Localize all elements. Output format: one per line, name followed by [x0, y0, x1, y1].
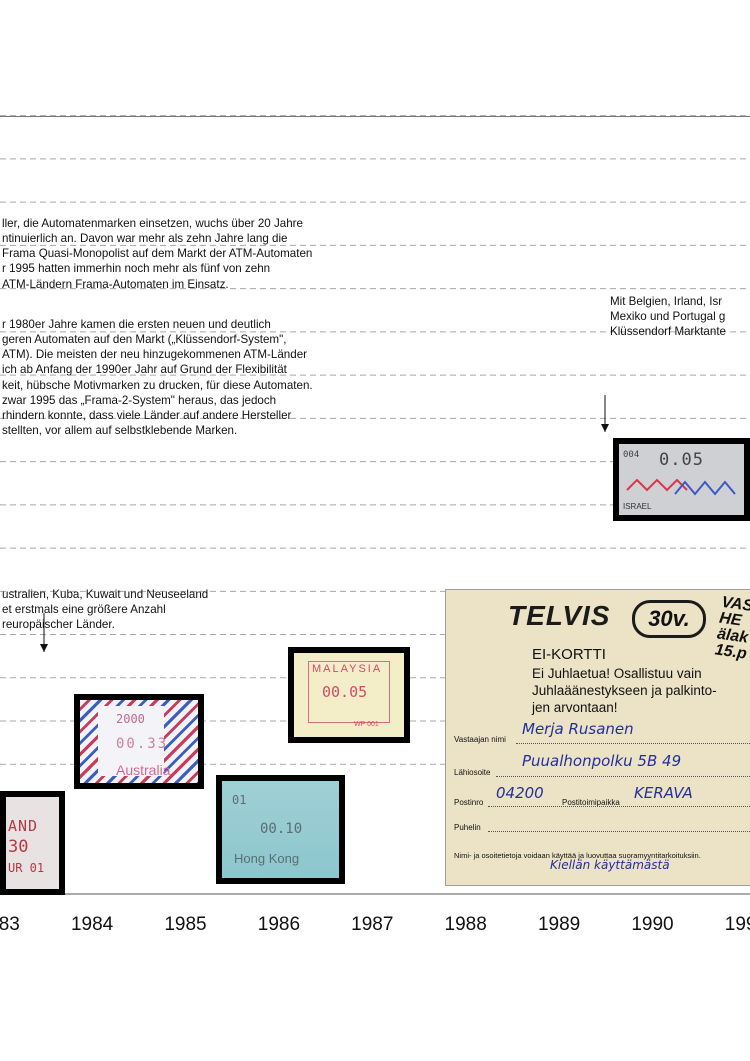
stamp-australia: 2000 00.33 Australia [74, 694, 204, 789]
card-corner-stamp: VAS HE älak 15.p [713, 593, 750, 663]
annotation-belgium: Mit Belgien, Irland, Isr Mexiko und Portu… [610, 295, 726, 339]
card-title: EI-KORTTI [532, 646, 606, 663]
card-badge: 30v. [632, 600, 706, 638]
x-tick-label: 1984 [71, 914, 114, 935]
x-tick-label: 1985 [164, 914, 206, 935]
x-tick-label: 1991 [725, 914, 750, 935]
x-tick-label: 1990 [631, 914, 673, 935]
x-tick-label: 1988 [445, 914, 487, 935]
x-tick-label: 1989 [538, 914, 580, 935]
x-tick-label: 1983 [0, 914, 20, 935]
annotation-middle: r 1980er Jahre kamen die ersten neuen un… [2, 318, 313, 437]
telvis-card: TELVIS 30v. VAS HE älak 15.p EI-KORTTI E… [445, 589, 750, 886]
annotation-arrowhead [601, 424, 609, 432]
x-tick-label: 1987 [351, 914, 393, 935]
top-rule [0, 116, 750, 117]
stamp-hongkong: 01 00.10 Hong Kong [216, 775, 345, 884]
stamp-finland: AND 30 UR 01 [0, 791, 65, 895]
stamp-israel: 004 0.05 ISRAEL [613, 438, 750, 521]
annotation-australia: ustralien, Kuba, Kuwait und Neuseeland et… [2, 588, 209, 632]
annotation-top: ller, die Automatenmarken einsetzen, wuc… [2, 217, 313, 291]
israel-wave-icon [626, 478, 736, 496]
x-tick-label: 1986 [258, 914, 300, 935]
card-brand: TELVIS [508, 600, 611, 631]
stamp-malaysia: MALAYSIA 00.05 WP 001 [288, 647, 410, 743]
annotation-arrowhead [40, 644, 48, 652]
